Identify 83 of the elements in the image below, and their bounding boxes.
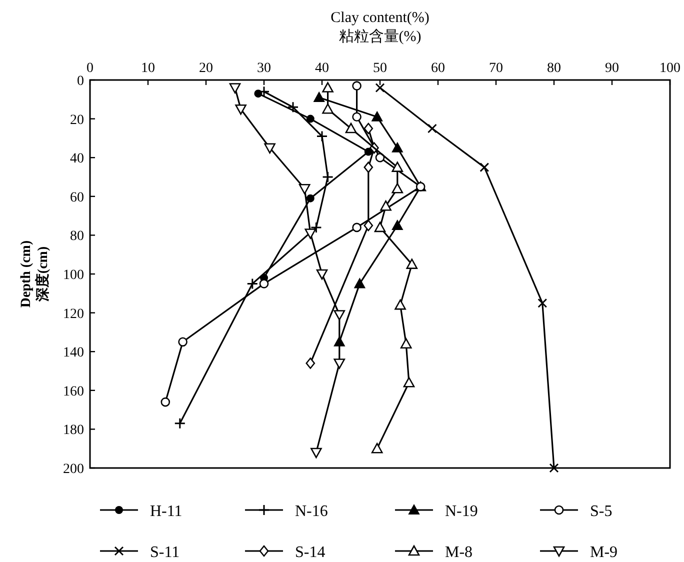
point: [374, 222, 386, 232]
point: [322, 171, 334, 183]
point: [392, 182, 404, 194]
x-tick-label: 70: [489, 61, 503, 76]
point: [371, 442, 383, 454]
point: [229, 83, 241, 94]
y-tick-label: 100: [63, 268, 84, 283]
legend-label: S-11: [150, 544, 180, 561]
point: [322, 82, 334, 92]
point: [246, 278, 258, 290]
point: [549, 463, 559, 473]
point: [322, 103, 334, 114]
legend-label: M-9: [590, 544, 618, 561]
point: [306, 194, 314, 202]
legend-label: S-14: [295, 544, 326, 561]
point: [354, 278, 366, 288]
y-tick-label: 120: [63, 306, 84, 322]
point: [304, 228, 316, 239]
point: [375, 83, 385, 93]
x-tick-label: 50: [373, 61, 387, 76]
x-tick-label: 40: [315, 61, 329, 76]
point: [352, 112, 362, 122]
point: [364, 122, 374, 134]
y-tick-label: 0: [77, 74, 84, 89]
point: [392, 220, 403, 230]
x-tick-label: 60: [431, 61, 445, 76]
point: [310, 448, 322, 458]
legend-label: N-16: [295, 503, 328, 520]
point: [480, 162, 490, 172]
x-tick-label: 90: [605, 61, 619, 76]
y-tick-label: 60: [70, 190, 84, 206]
point: [306, 358, 316, 369]
point: [380, 200, 392, 211]
y-tick-label: 140: [63, 346, 84, 361]
point: [345, 122, 357, 134]
legend-label: H-11: [150, 503, 182, 520]
x-tick-label: 30: [257, 61, 271, 76]
point: [352, 222, 362, 232]
y-tick-label: 40: [70, 152, 84, 167]
point: [316, 130, 328, 142]
point: [392, 142, 403, 152]
y-tick-label: 180: [63, 423, 84, 438]
point: [160, 397, 170, 407]
point: [314, 92, 325, 102]
point: [287, 101, 299, 113]
point: [538, 298, 548, 308]
point: [235, 104, 246, 115]
point: [310, 222, 322, 234]
point: [352, 81, 362, 90]
point: [372, 111, 383, 122]
point: [334, 358, 346, 369]
point: [406, 258, 418, 269]
point: [392, 162, 404, 172]
point: [394, 299, 406, 310]
point: [174, 418, 186, 430]
point: [316, 269, 328, 280]
y-tick-label: 80: [70, 229, 84, 244]
point: [403, 376, 415, 388]
y-tick-label: 20: [70, 112, 84, 128]
point: [334, 310, 346, 320]
x-tick-label: 20: [199, 61, 213, 76]
x-tick-label: 100: [660, 61, 680, 76]
point: [364, 220, 374, 232]
x-tick-label: 0: [86, 61, 94, 76]
x-tick-label: 80: [547, 61, 561, 76]
point: [364, 148, 372, 156]
legend-label: N-19: [445, 503, 478, 520]
y-axis-title: Depth (cm) 深度(cm): [19, 240, 51, 308]
point: [264, 143, 276, 154]
point: [298, 184, 310, 194]
legend-label: S-5: [590, 503, 612, 520]
y-tick-label: 160: [63, 384, 84, 400]
point: [364, 162, 374, 173]
y-tick-label: 200: [63, 462, 84, 477]
x-tick-label: 10: [141, 61, 155, 76]
x-axis-title: Clay content(%) 粘粒含量(%): [330, 10, 430, 45]
point: [400, 338, 412, 348]
point: [306, 114, 314, 123]
point: [178, 337, 188, 347]
legend-label: M-8: [445, 544, 473, 561]
point: [259, 279, 269, 288]
point: [427, 124, 437, 134]
point: [254, 90, 262, 98]
